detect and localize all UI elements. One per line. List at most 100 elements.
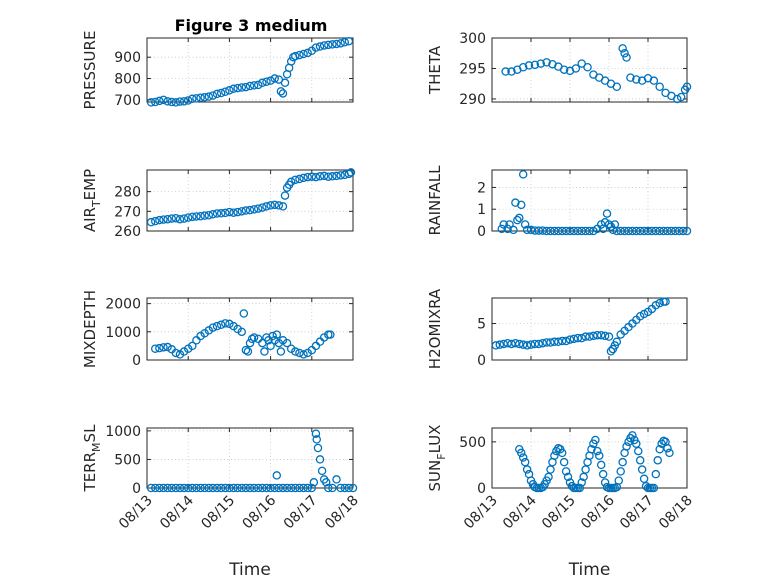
data-point [163,214,172,224]
y-tick-label: 295 [459,61,486,77]
data-point [216,88,226,98]
y-tick-label: 290 [459,92,486,108]
data-point [196,211,205,221]
subplot-7: 0 500 1000 08/13 08/14 08/15 08/16 08/17 08/18 Ti… [81,424,362,580]
data-point [241,483,251,493]
data-point [616,467,625,476]
data-point [233,83,242,93]
data-point [208,323,218,332]
data-point [159,483,168,493]
data-point [513,215,522,225]
data-point [286,483,296,493]
data-point [204,483,214,493]
data-point [167,214,176,223]
data-point [221,319,230,328]
data-point [237,83,247,92]
data-point [312,435,321,444]
data-point [204,211,214,220]
data-point [188,212,197,222]
data-point [340,38,350,47]
data-point [321,478,331,487]
data-point [678,226,688,236]
data-point [196,483,205,493]
data-point [569,334,579,344]
data-point [626,73,635,82]
data-point [618,44,627,53]
axes-box [491,427,688,489]
y-tick-label: 2 [477,180,486,196]
data-point [515,213,524,223]
data-point [150,483,160,493]
y-tick-label: 2000 [105,297,141,313]
x-tick-label: 08/15 [539,493,579,533]
data-point [319,41,329,50]
data-point [491,341,501,350]
data-point [208,91,218,100]
data-point [266,341,275,351]
data-point [229,84,238,94]
data-point [571,64,581,73]
data-point [583,63,592,72]
data-point [268,331,277,341]
data-point [280,191,290,200]
data-point [348,483,358,493]
data-point [276,87,286,96]
data-point [509,225,518,235]
data-point [192,483,201,493]
data-point [661,297,670,306]
data-point [245,338,255,348]
data-point [183,483,193,493]
data-point [258,203,267,212]
data-point [575,483,585,493]
data-point [266,483,275,493]
data-point [266,201,275,210]
data-point [239,309,249,318]
data-point [221,87,230,97]
data-point [286,57,296,66]
data-point [344,483,354,493]
data-point [511,338,520,348]
data-point [550,337,559,347]
data-point [192,94,201,103]
data-point [237,207,247,216]
data-point [243,347,253,356]
data-point [237,327,247,337]
data-point [249,81,259,90]
data-point [655,82,664,92]
y-tick-label: 280 [114,185,141,201]
data-point [212,209,222,218]
data-point [183,213,193,222]
data-point [171,483,181,493]
y-axis-label: MIXDEPTH [81,290,99,368]
data-point [188,483,197,493]
x-tick-label: 08/16 [240,492,280,532]
data-point [286,177,296,187]
data-point [522,225,532,235]
x-tick-label: 08/14 [157,492,197,532]
data-point [561,467,571,476]
data-point [167,483,176,493]
data-point [262,202,271,211]
x-tick-label: 08/18 [322,493,362,533]
data-point [546,338,555,347]
data-point [319,171,329,181]
subplot-grid: 700 800 900 PRESSURE 290 295 300 THETA 260 270 280… [81,31,696,580]
y-tick-label: 300 [459,31,486,47]
y-tick-label: 0 [132,481,141,497]
data-point [653,456,663,465]
data-point [593,446,602,456]
data-point [663,444,672,453]
data-point [249,483,259,493]
data-point [336,483,345,493]
data-point [315,455,325,464]
data-point [340,483,350,493]
data-point [212,321,222,331]
data-point [639,474,649,484]
data-point [299,49,308,59]
subplot-1: 700 800 900 PRESSURE [81,31,354,109]
data-point [559,65,569,74]
data-point [146,98,156,107]
subplot-8: 0 500 08/13 08/14 08/15 08/16 08/17 08/18 Time SU… [426,425,696,580]
data-point [637,465,647,474]
